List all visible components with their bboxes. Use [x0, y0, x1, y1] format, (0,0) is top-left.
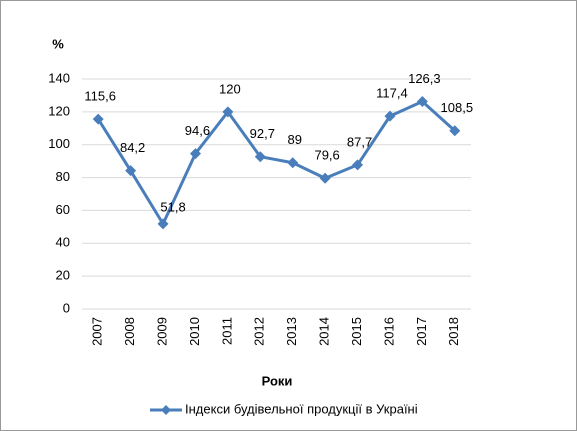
data-line [96, 100, 456, 226]
data-label: 115,6 [84, 89, 116, 104]
legend-label: Індекси будівельної продукції в Україні [185, 401, 418, 416]
data-marker [189, 148, 201, 160]
x-tick-label: 2017 [414, 317, 429, 346]
data-marker [222, 106, 234, 118]
data-marker [157, 218, 169, 230]
data-marker [254, 151, 266, 163]
data-label: 126,3 [408, 71, 441, 86]
x-tick-label: 2015 [349, 317, 364, 346]
data-label: 94,6 [185, 123, 210, 138]
x-tick-label: 2013 [284, 317, 299, 346]
data-marker [352, 159, 364, 171]
x-tick-label: 2010 [187, 317, 202, 346]
x-tick-label: 2008 [122, 317, 137, 346]
data-label: 108,5 [441, 100, 474, 115]
x-axis-label: Роки [262, 373, 293, 388]
data-marker [92, 113, 104, 125]
data-marker [125, 165, 137, 177]
y-axis-label: % [52, 36, 64, 51]
data-label: 120 [219, 81, 241, 96]
data-marker [449, 125, 461, 137]
x-tick-label: 2011 [219, 317, 234, 345]
x-tick-label: 2009 [154, 317, 169, 346]
data-marker [287, 157, 299, 169]
data-label: 87,7 [347, 134, 372, 149]
data-label: 84,2 [120, 140, 145, 155]
y-tick-label: 140 [48, 70, 70, 85]
y-tick-label: 80 [56, 169, 70, 184]
data-label: 79,6 [314, 148, 339, 163]
x-tick-label: 2007 [90, 317, 105, 346]
x-tick-label: 2016 [381, 317, 396, 346]
data-label: 117,4 [376, 86, 408, 101]
x-tick-label: 2018 [446, 317, 461, 346]
y-tick-label: 40 [56, 235, 70, 250]
data-marker [319, 172, 331, 184]
y-tick-label: 60 [56, 202, 70, 217]
legend-marker [161, 405, 171, 415]
data-marker [416, 96, 428, 108]
y-tick-label: 20 [56, 268, 70, 283]
data-label: 92,7 [250, 126, 275, 141]
y-tick-label: 0 [63, 300, 70, 315]
x-tick-label: 2014 [317, 317, 332, 346]
x-tick-label: 2012 [252, 317, 267, 346]
data-label: 51,8 [160, 199, 185, 214]
y-tick-label: 100 [48, 136, 70, 151]
y-tick-label: 120 [48, 103, 70, 118]
data-marker [384, 110, 396, 122]
data-label: 89 [287, 132, 301, 147]
